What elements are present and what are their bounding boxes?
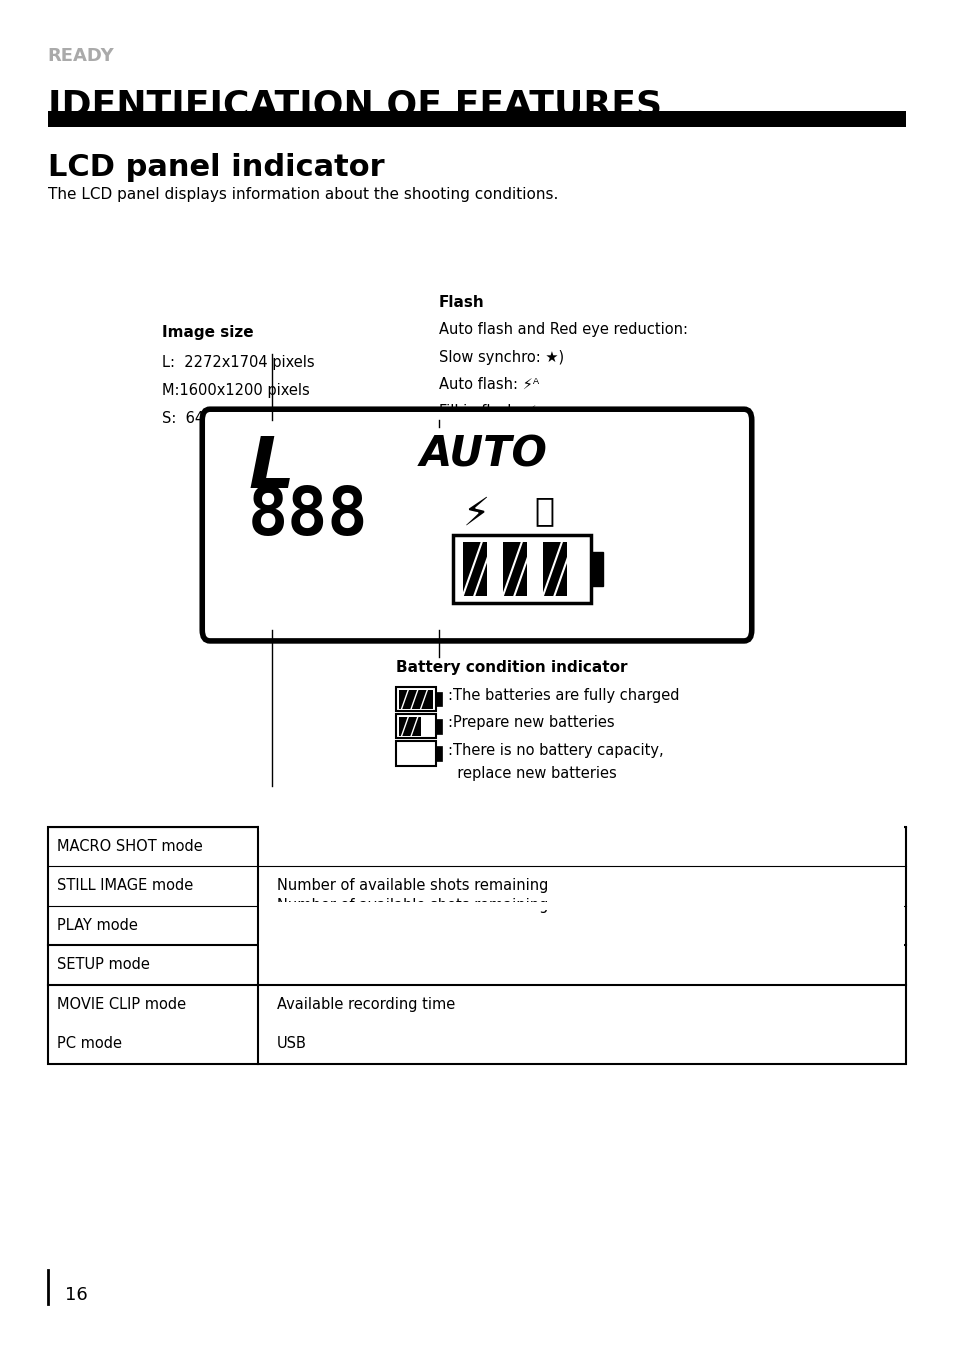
Text: M:1600x1200 pixels: M:1600x1200 pixels [162,383,310,398]
Polygon shape [502,542,526,596]
Text: S:  640x480 pixels: S: 640x480 pixels [162,411,297,425]
Text: 16: 16 [65,1286,88,1304]
Bar [395,714,436,738]
Bar [259,940,903,948]
Bar [395,741,436,766]
Bar [436,720,441,733]
Bar [398,717,420,736]
Polygon shape [542,542,566,596]
Text: :There is no battery capacity,: :There is no battery capacity, [448,743,663,757]
Text: ⏲: ⏲ [534,495,554,527]
Text: Number of available shots remaining: Number of available shots remaining [276,878,547,893]
Bar [259,822,903,831]
Text: AUTO: AUTO [419,434,547,476]
Text: LCD panel indicator: LCD panel indicator [48,153,384,182]
Bar [436,692,441,706]
Text: Auto flash: ⚡ᴬ: Auto flash: ⚡ᴬ [438,377,538,392]
Bar [436,747,441,760]
Text: Battery condition indicator: Battery condition indicator [395,660,627,675]
Text: :Prepare new batteries: :Prepare new batteries [448,715,615,730]
Text: MACRO SHOT mode: MACRO SHOT mode [57,839,203,854]
Bar [398,690,433,709]
Text: IDENTIFICATION OF FEATURES: IDENTIFICATION OF FEATURES [48,88,661,122]
Bar [48,827,905,1064]
Text: replace new batteries: replace new batteries [448,766,617,780]
Text: Shooting information: Shooting information [48,831,247,848]
Text: Flash off: Ⓕ: Flash off: Ⓕ [438,431,518,446]
Text: The LCD panel displays information about the shooting conditions.: The LCD panel displays information about… [48,187,558,202]
Bar [259,901,903,909]
Text: Available recording time: Available recording time [276,997,455,1012]
Text: USB: USB [276,1037,306,1051]
Text: PLAY mode: PLAY mode [57,917,138,932]
Bar [591,553,602,585]
Text: MOVIE CLIP mode: MOVIE CLIP mode [57,997,186,1012]
Text: 888: 888 [248,482,368,549]
Text: Fill in flash: ⚡: Fill in flash: ⚡ [438,404,536,419]
Polygon shape [462,542,486,596]
Text: Image size: Image size [162,325,253,340]
Text: SETUP mode: SETUP mode [57,958,150,973]
Text: Number of available shots remaining: Number of available shots remaining [276,898,547,913]
Text: Auto flash and Red eye reduction:: Auto flash and Red eye reduction: [438,322,692,337]
Text: PC mode: PC mode [57,1037,122,1051]
FancyBboxPatch shape [202,409,751,641]
Text: READY: READY [48,47,114,65]
Text: L: L [248,434,294,503]
Text: Flash: Flash [438,295,484,310]
Text: Slow synchro: ★): Slow synchro: ★) [438,350,563,364]
Bar [395,687,436,711]
FancyBboxPatch shape [48,111,905,127]
Text: ⚡: ⚡ [462,495,490,533]
Text: :The batteries are fully charged: :The batteries are fully charged [448,688,679,703]
Text: STILL IMAGE mode: STILL IMAGE mode [57,878,193,893]
Bar [453,535,591,603]
Text: L:  2272x1704 pixels: L: 2272x1704 pixels [162,355,314,370]
